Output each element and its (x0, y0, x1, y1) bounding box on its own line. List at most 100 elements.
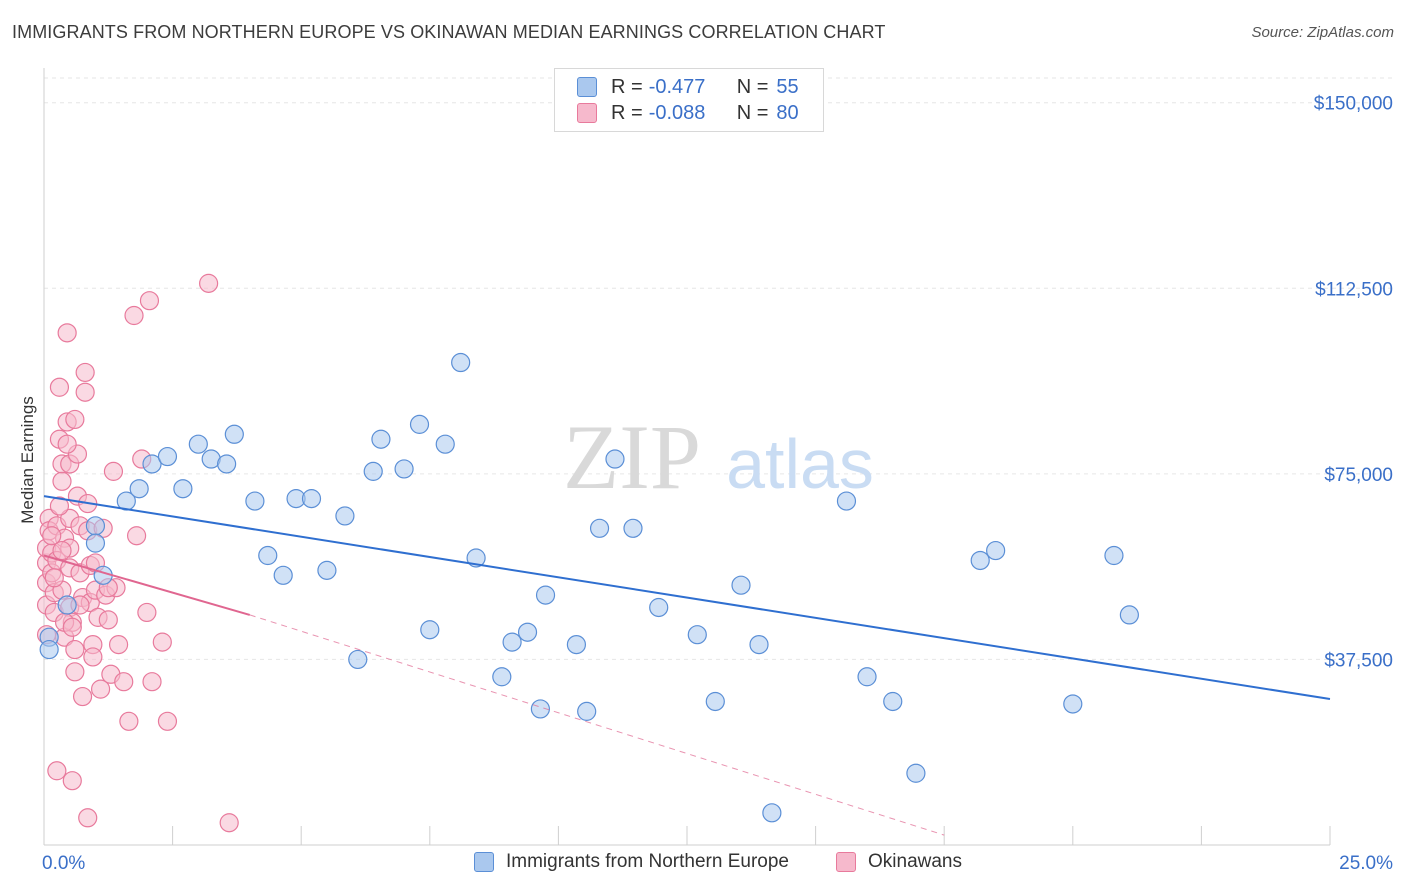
legend-r-label: R = (611, 75, 643, 98)
immigrants-point (409, 414, 430, 434)
okinawans-point (75, 362, 95, 383)
immigrants-point (451, 352, 471, 373)
watermark: ZIP atlas (563, 406, 874, 508)
okinawans-point (52, 540, 72, 561)
okinawans-point (219, 813, 239, 833)
okinawans-point (114, 672, 134, 692)
okinawans-point (75, 382, 95, 402)
okinawans-point (65, 662, 85, 682)
okinawans-point (83, 647, 103, 667)
grid-lines (44, 77, 1395, 660)
legend-r-value: -0.088 (648, 101, 706, 124)
immigrants-point (435, 434, 455, 454)
immigrants-point (589, 518, 610, 538)
immigrants-point (85, 516, 106, 536)
okinawans-point (52, 471, 72, 491)
bottom-legend-swatch-immigrants (474, 852, 494, 872)
okinawans-point (49, 496, 70, 516)
immigrants-point (623, 518, 643, 538)
x-tick-labels: 0.0% 25.0% (42, 853, 1393, 874)
immigrants-point (749, 634, 769, 655)
y-tick-label: $75,000 (1324, 465, 1393, 486)
immigrants-point (836, 491, 857, 511)
trend-lines (43, 495, 1331, 836)
okinawans-point (57, 323, 77, 343)
okinawans-point (47, 761, 67, 781)
bottom-legend-okinawans: Okinawans (836, 851, 962, 873)
okinawans-point (65, 639, 85, 660)
immigrants-point (517, 622, 538, 642)
x-tick-label: 0.0% (42, 853, 85, 874)
okinawans-points (36, 273, 239, 833)
okinawans-point (57, 434, 77, 454)
immigrants-point (394, 459, 414, 479)
immigrants-point (1104, 545, 1124, 566)
immigrants-point (420, 620, 440, 640)
okinawans-point (49, 377, 70, 397)
okinawans-point (78, 808, 98, 828)
immigrants-point (530, 699, 550, 719)
legend-n-value: 55 (776, 75, 799, 98)
immigrants-point (224, 424, 244, 444)
immigrants-point (335, 506, 355, 526)
immigrants-point (566, 634, 587, 655)
immigrants-point (173, 479, 193, 499)
immigrants-point (317, 560, 337, 580)
immigrants-trend-line (43, 495, 1331, 701)
okinawans-point (65, 409, 85, 430)
immigrants-point (986, 540, 1006, 561)
immigrants-point (371, 429, 391, 449)
legend-n-value: 80 (776, 101, 799, 124)
okinawans-point (108, 634, 129, 655)
immigrants-point (649, 597, 669, 618)
y-tick-label: $37,500 (1324, 650, 1393, 671)
immigrants-point (39, 639, 59, 660)
x-tick-label: 25.0% (1339, 853, 1393, 874)
y-tick-labels: $37,500 $75,000 $112,500 $150,000 (1314, 94, 1393, 672)
immigrants-point (857, 667, 877, 687)
legend-r-label: R = (611, 101, 643, 124)
bottom-legend-immigrants: Immigrants from Northern Europe (474, 851, 789, 873)
immigrants-point (492, 667, 512, 687)
okinawans-point (119, 711, 139, 731)
okinawans-point (62, 771, 82, 791)
y-tick-label: $112,500 (1315, 279, 1393, 300)
y-tick-label: $150,000 (1314, 94, 1393, 115)
okinawans-point (72, 686, 93, 707)
legend-n-label: N = (736, 75, 769, 98)
immigrants-point (502, 632, 522, 652)
y-axis-label: Median Earnings (18, 396, 37, 524)
legend-swatch-immigrants (577, 77, 597, 97)
bottom-legend-label-okinawans: Okinawans (868, 851, 962, 872)
immigrants-point (273, 565, 293, 585)
immigrants-point (605, 449, 625, 469)
immigrants-point (245, 491, 265, 511)
axes (43, 68, 1331, 846)
okinawans-point (152, 632, 172, 652)
okinawans-point (98, 610, 118, 630)
legend-row-immigrants: R = -0.477 N = 55 (577, 74, 799, 100)
immigrants-points (39, 352, 1139, 823)
bottom-legend-label-immigrants: Immigrants from Northern Europe (506, 851, 789, 872)
okinawans-point (137, 602, 157, 623)
immigrants-point (705, 691, 725, 712)
immigrants-point (217, 454, 237, 474)
immigrants-point (142, 454, 162, 474)
immigrants-point (535, 585, 556, 605)
immigrants-point (129, 479, 149, 499)
okinawans-point (90, 679, 111, 699)
immigrants-point (85, 533, 106, 553)
okinawans-point (62, 617, 82, 637)
legend-n-label: N = (736, 101, 769, 124)
immigrants-point (301, 489, 322, 509)
watermark-atlas: atlas (726, 425, 874, 503)
immigrants-point (363, 461, 383, 481)
immigrants-point (258, 545, 278, 566)
chart-source: Source: ZipAtlas.com (1251, 24, 1394, 41)
immigrants-point (1119, 605, 1139, 625)
legend-row-okinawans: R = -0.088 N = 80 (577, 100, 799, 126)
immigrants-point (577, 701, 597, 721)
okinawans-trend-line (43, 554, 251, 616)
okinawans-point (44, 568, 64, 588)
immigrants-point (348, 649, 368, 670)
